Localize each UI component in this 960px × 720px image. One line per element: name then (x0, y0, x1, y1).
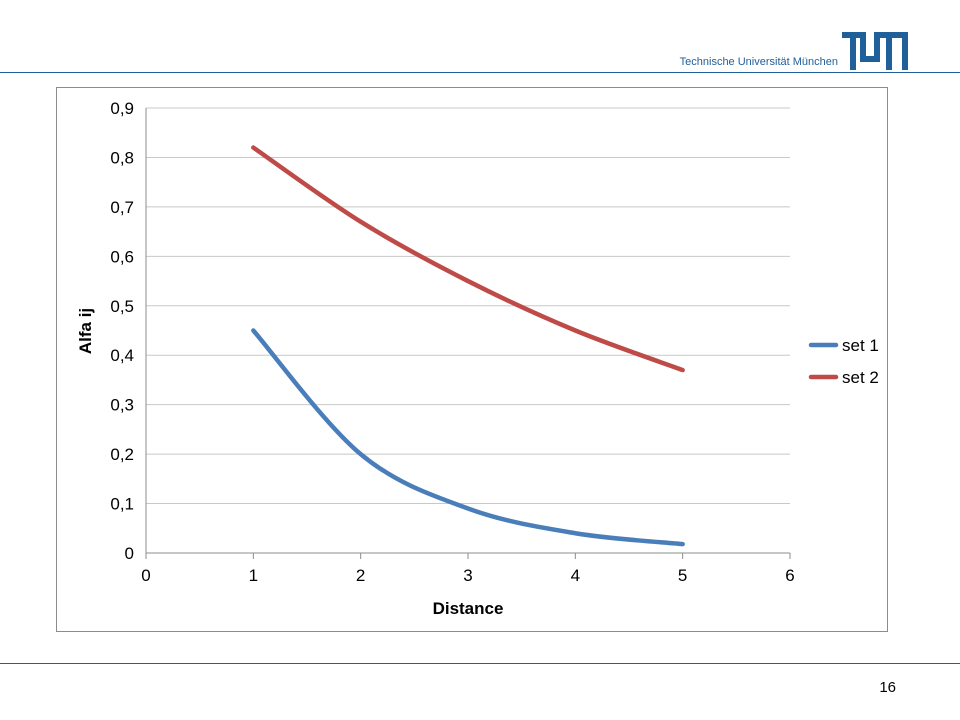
university-name: Technische Universität München (679, 56, 838, 68)
legend-label-2: set 2 (842, 368, 879, 387)
series-lines (251, 145, 685, 547)
y-tick-label: 0,3 (110, 396, 134, 415)
x-tick-label: 5 (678, 566, 687, 585)
line-chart: 0 0,1 0,2 0,3 0,4 0,5 0,6 0,7 0,8 0,9 0 1 2 3 4 5 6 Dis… (76, 99, 879, 618)
y-tick-labels: 0 0,1 0,2 0,3 0,4 0,5 0,6 0,7 0,8 0,9 (110, 99, 134, 563)
y-tick-label: 0,1 (110, 495, 134, 514)
x-tick-label: 6 (785, 566, 794, 585)
y-tick-label: 0,7 (110, 198, 134, 217)
gridlines (145, 107, 791, 559)
header-rule (0, 72, 960, 73)
x-axis-title: Distance (433, 599, 504, 618)
x-tick-label: 0 (141, 566, 150, 585)
legend: set 1 set 2 (808, 336, 879, 387)
y-tick-label: 0,8 (110, 148, 134, 167)
page-number: 16 (879, 679, 896, 696)
x-tick-labels: 0 1 2 3 4 5 6 (141, 566, 794, 585)
x-tick-label: 4 (571, 566, 580, 585)
chart-frame: 0 0,1 0,2 0,3 0,4 0,5 0,6 0,7 0,8 0,9 0 1 2 3 4 5 6 Dis… (56, 87, 888, 632)
series-line-1 (251, 328, 685, 547)
x-tick-label: 2 (356, 566, 365, 585)
tum-logo (842, 32, 908, 70)
y-tick-label: 0 (125, 544, 134, 563)
x-tick-label: 3 (463, 566, 472, 585)
footer-rule (0, 663, 960, 664)
series-line-2 (251, 145, 685, 373)
y-tick-label: 0,9 (110, 99, 134, 118)
y-tick-label: 0,5 (110, 297, 134, 316)
y-axis-title: Alfa ij (76, 308, 95, 354)
y-tick-label: 0,6 (110, 247, 134, 266)
y-tick-label: 0,4 (110, 346, 134, 365)
x-tick-label: 1 (249, 566, 258, 585)
legend-label-1: set 1 (842, 336, 879, 355)
y-tick-label: 0,2 (110, 445, 134, 464)
